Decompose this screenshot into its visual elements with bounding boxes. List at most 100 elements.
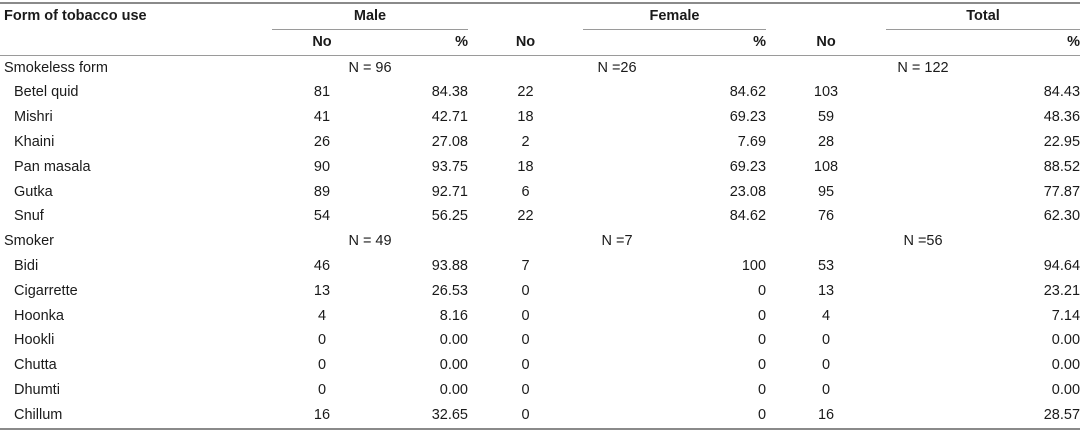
sub-header-percent: % (986, 29, 1081, 56)
count-cell: 18 (517, 158, 534, 175)
count-cell: 41 (313, 109, 331, 126)
percent-cell: 0.00 (1051, 332, 1081, 349)
percent-cell: 88.52 (1043, 158, 1081, 175)
row-label: Khaini (14, 133, 55, 150)
section-n-value: N = 49 (348, 233, 392, 250)
count-cell: 108 (813, 158, 839, 175)
spacer-cell (886, 130, 986, 155)
percent-cell: 48.36 (1043, 109, 1081, 126)
percent-cell: 84.38 (431, 84, 468, 101)
table-row: Snuf 54 56.25 22 84.62 76 62.30 (0, 204, 1080, 229)
percent-cell: 7.69 (737, 133, 767, 150)
spacer-cell (583, 254, 683, 279)
count-cell: 0 (821, 381, 831, 398)
spacer-cell (886, 204, 986, 229)
table-body: Smokeless form N = 96 N =26 N = 122 Betel qu… (0, 55, 1081, 430)
sub-header-percent: % (372, 29, 468, 56)
spacer-cell (886, 80, 986, 105)
percent-cell: 0.00 (439, 357, 468, 374)
row-label: Gutka (14, 183, 53, 200)
table-row: Hoonka 4 8.16 0 0 4 7.14 (0, 304, 1080, 329)
percent-cell: 23.08 (729, 183, 767, 200)
spacer-cell (886, 155, 986, 180)
percent-cell: 84.62 (729, 84, 767, 101)
percent-cell: 8.16 (439, 307, 468, 324)
sub-header-no: No (272, 29, 372, 56)
row-label: Chutta (14, 357, 57, 374)
group-gap (468, 3, 583, 29)
group-header-total: Total (886, 3, 1081, 30)
spacer-cell (583, 353, 683, 378)
percent-cell: 92.71 (431, 183, 468, 200)
row-label: Betel quid (14, 84, 79, 101)
percent-cell: 7.14 (1051, 307, 1081, 324)
section-n-value: N =26 (597, 59, 637, 76)
count-cell: 4 (821, 307, 831, 324)
section-label: Smoker (4, 233, 54, 250)
percent-cell: 27.08 (431, 133, 468, 150)
table-row: Betel quid 81 84.38 22 84.62 103 84.43 (0, 80, 1080, 105)
percent-cell: 32.65 (372, 402, 468, 430)
percent-cell: 0.00 (439, 332, 468, 349)
row-label: Mishri (14, 109, 53, 126)
count-cell: 81 (313, 84, 331, 101)
count-cell: 0 (521, 332, 530, 349)
sub-header-percent: % (683, 29, 767, 56)
percent-cell: 0 (757, 381, 767, 398)
count-cell: 22 (517, 84, 534, 101)
table-row: Gutka 89 92.71 6 23.08 95 77.87 (0, 180, 1080, 205)
count-cell: 0 (317, 381, 327, 398)
count-cell: 0 (521, 282, 530, 299)
first-column-header: Form of tobacco use (4, 8, 147, 25)
spacer-cell (886, 180, 986, 205)
percent-cell: 0 (757, 357, 767, 374)
count-cell: 76 (817, 208, 835, 225)
sub-header-blank (886, 29, 987, 56)
group-header-male: Male (272, 3, 468, 30)
count-cell: 0 (521, 357, 530, 374)
count-cell: 13 (817, 282, 835, 299)
spacer-cell (583, 80, 683, 105)
spacer-cell (886, 402, 987, 430)
count-cell: 46 (313, 257, 331, 274)
percent-cell: 23.21 (1043, 282, 1081, 299)
row-label: Hoonka (14, 307, 64, 324)
section-n-value: N =56 (903, 233, 943, 250)
percent-cell: 28.57 (986, 402, 1081, 430)
percent-cell: 94.64 (1043, 257, 1081, 274)
percent-cell: 93.88 (431, 257, 468, 274)
percent-cell: 0 (757, 282, 767, 299)
table-row: Chillum 16 32.65 0 0 16 28.57 (0, 402, 1081, 430)
percent-cell: 69.23 (729, 109, 767, 126)
table-row: Khaini 26 27.08 2 7.69 28 22.95 (0, 130, 1080, 155)
spacer-cell (583, 328, 683, 353)
spacer-cell (583, 402, 683, 430)
header-row-sub: No % No % No % (0, 29, 1081, 56)
table-row: Pan masala 90 93.75 18 69.23 108 88.52 (0, 155, 1080, 180)
spacer-cell (886, 328, 986, 353)
percent-cell: 62.30 (1043, 208, 1081, 225)
section-n-value: N = 96 (348, 59, 392, 76)
section-n-value: N = 122 (897, 59, 949, 76)
count-cell: 28 (817, 133, 835, 150)
row-label: Cigarrette (14, 282, 78, 299)
percent-cell: 0.00 (1051, 357, 1081, 374)
count-cell: 0 (821, 357, 831, 374)
count-cell: 90 (313, 158, 331, 175)
spacer-cell (886, 378, 986, 403)
table-row: Chutta 0 0.00 0 0 0 0.00 (0, 353, 1080, 378)
spacer-cell (583, 130, 683, 155)
row-label: Chillum (0, 402, 272, 430)
count-cell: 103 (813, 84, 839, 101)
tobacco-use-table: Form of tobacco use Male Female Total No… (0, 2, 1081, 430)
percent-cell: 0 (683, 402, 767, 430)
sub-header-no: No (468, 29, 583, 56)
percent-cell: 77.87 (1043, 183, 1081, 200)
section-n-value: N =7 (601, 233, 633, 250)
count-cell: 7 (521, 257, 530, 274)
table-row: Bidi 46 93.88 7 100 53 94.64 (0, 254, 1080, 279)
sub-header-no: No (766, 29, 887, 56)
section-label: Smokeless form (4, 59, 108, 76)
spacer-cell (886, 279, 986, 304)
